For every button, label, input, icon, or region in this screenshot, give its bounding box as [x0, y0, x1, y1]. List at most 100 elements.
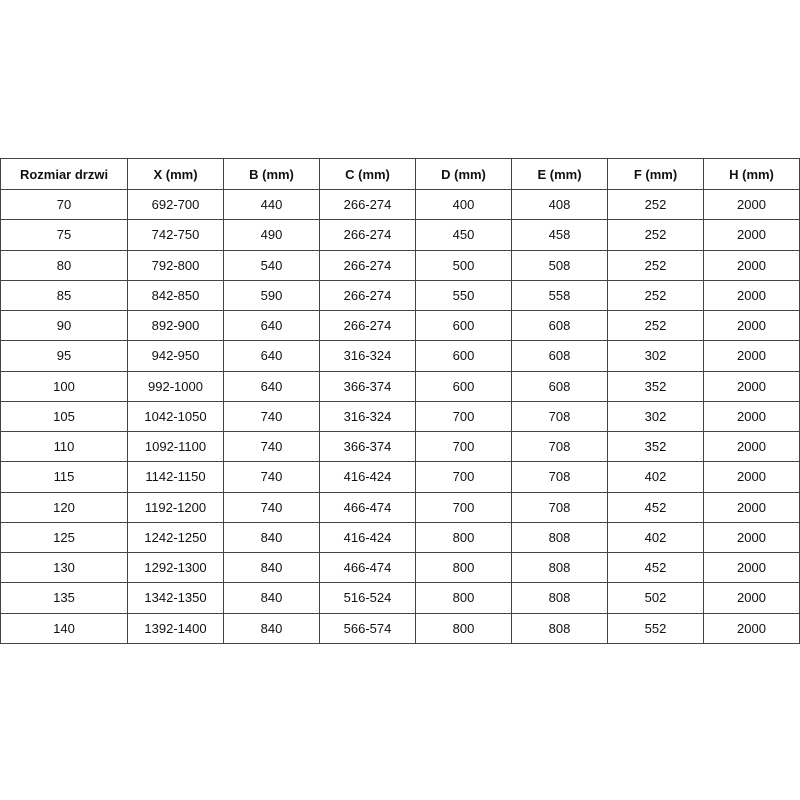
table-row: 90 892-900 640 266-274 600 608 252 2000 — [0, 309, 800, 342]
table-row: 110 1092-1100 740 366-374 700 708 352 2000 — [0, 430, 800, 463]
table-cell: 590 — [223, 279, 320, 312]
column-header: X (mm) — [127, 158, 224, 190]
table-row: 80 792-800 540 266-274 500 508 252 2000 — [0, 249, 800, 281]
table-cell: 266-274 — [319, 188, 416, 221]
table-cell: 2000 — [703, 400, 800, 433]
table-cell: 700 — [415, 430, 512, 463]
table-cell: 692-700 — [127, 188, 224, 221]
table-cell: 942-950 — [127, 340, 224, 372]
table-cell: 600 — [415, 370, 512, 402]
table-cell: 1292-1300 — [127, 551, 224, 584]
table-cell: 2000 — [703, 461, 800, 493]
table-cell: 700 — [415, 461, 512, 493]
table-cell: 2000 — [703, 219, 800, 251]
table-cell: 808 — [511, 612, 608, 644]
table-row: 140 1392-1400 840 566-574 800 808 552 2000 — [0, 612, 800, 644]
table-cell: 2000 — [703, 309, 800, 342]
table-cell: 742-750 — [127, 219, 224, 251]
table-cell: 2000 — [703, 551, 800, 584]
column-header: B (mm) — [223, 158, 320, 190]
table-cell: 808 — [511, 582, 608, 614]
table-cell: 516-524 — [319, 582, 416, 614]
table-cell: 85 — [0, 279, 128, 312]
table-cell: 508 — [511, 249, 608, 281]
table-row: 125 1242-1250 840 416-424 800 808 402 2000 — [0, 521, 800, 554]
table-cell: 402 — [607, 521, 704, 554]
table-header-row: Rozmiar drzwi X (mm) B (mm) C (mm) D (mm) E (… — [0, 158, 800, 190]
column-header: F (mm) — [607, 158, 704, 190]
table-cell: 252 — [607, 279, 704, 312]
table-cell: 566-574 — [319, 612, 416, 644]
table-row: 70 692-700 440 266-274 400 408 252 2000 — [0, 188, 800, 221]
table-cell: 2000 — [703, 612, 800, 644]
table-cell: 316-324 — [319, 340, 416, 372]
table-cell: 100 — [0, 370, 128, 402]
table-cell: 452 — [607, 491, 704, 523]
table-cell: 700 — [415, 400, 512, 433]
table-cell: 416-424 — [319, 521, 416, 554]
table-cell: 708 — [511, 400, 608, 433]
table-row: 135 1342-1350 840 516-524 800 808 502 2000 — [0, 582, 800, 614]
table-cell: 600 — [415, 340, 512, 372]
table-cell: 540 — [223, 249, 320, 281]
table-cell: 840 — [223, 582, 320, 614]
table-cell: 266-274 — [319, 309, 416, 342]
table-cell: 708 — [511, 491, 608, 523]
table-row: 95 942-950 640 316-324 600 608 302 2000 — [0, 340, 800, 372]
table-cell: 366-374 — [319, 430, 416, 463]
table-row: 105 1042-1050 740 316-324 700 708 302 2000 — [0, 400, 800, 433]
table-cell: 800 — [415, 582, 512, 614]
table-cell: 2000 — [703, 521, 800, 554]
table-cell: 640 — [223, 340, 320, 372]
table-cell: 266-274 — [319, 249, 416, 281]
table-cell: 2000 — [703, 279, 800, 312]
table-cell: 708 — [511, 430, 608, 463]
table-cell: 252 — [607, 188, 704, 221]
table-cell: 800 — [415, 551, 512, 584]
table-cell: 408 — [511, 188, 608, 221]
table-row: 100 992-1000 640 366-374 600 608 352 2000 — [0, 370, 800, 402]
table-cell: 266-274 — [319, 219, 416, 251]
table-cell: 2000 — [703, 249, 800, 281]
table-cell: 352 — [607, 430, 704, 463]
table-cell: 466-474 — [319, 551, 416, 584]
table-cell: 608 — [511, 370, 608, 402]
door-size-table: Rozmiar drzwi X (mm) B (mm) C (mm) D (mm) E (… — [0, 158, 800, 644]
table-cell: 800 — [415, 521, 512, 554]
table-cell: 840 — [223, 612, 320, 644]
column-header: E (mm) — [511, 158, 608, 190]
table-cell: 808 — [511, 551, 608, 584]
table-cell: 708 — [511, 461, 608, 493]
table-cell: 95 — [0, 340, 128, 372]
table-cell: 1192-1200 — [127, 491, 224, 523]
table-cell: 1342-1350 — [127, 582, 224, 614]
table-cell: 130 — [0, 551, 128, 584]
table-cell: 2000 — [703, 370, 800, 402]
table-cell: 558 — [511, 279, 608, 312]
table-cell: 366-374 — [319, 370, 416, 402]
table-cell: 800 — [415, 612, 512, 644]
table-cell: 992-1000 — [127, 370, 224, 402]
table-cell: 740 — [223, 400, 320, 433]
table-cell: 608 — [511, 309, 608, 342]
table-cell: 466-474 — [319, 491, 416, 523]
table-cell: 550 — [415, 279, 512, 312]
table-cell: 2000 — [703, 430, 800, 463]
table-cell: 110 — [0, 430, 128, 463]
table-cell: 608 — [511, 340, 608, 372]
table-cell: 252 — [607, 309, 704, 342]
table-cell: 252 — [607, 219, 704, 251]
table-cell: 266-274 — [319, 279, 416, 312]
table-cell: 640 — [223, 309, 320, 342]
table-cell: 1392-1400 — [127, 612, 224, 644]
table-cell: 808 — [511, 521, 608, 554]
table-cell: 70 — [0, 188, 128, 221]
table-row: 115 1142-1150 740 416-424 700 708 402 2000 — [0, 461, 800, 493]
table-cell: 792-800 — [127, 249, 224, 281]
table-cell: 640 — [223, 370, 320, 402]
table-cell: 302 — [607, 400, 704, 433]
table-cell: 840 — [223, 521, 320, 554]
table-cell: 440 — [223, 188, 320, 221]
table-cell: 892-900 — [127, 309, 224, 342]
table-cell: 90 — [0, 309, 128, 342]
